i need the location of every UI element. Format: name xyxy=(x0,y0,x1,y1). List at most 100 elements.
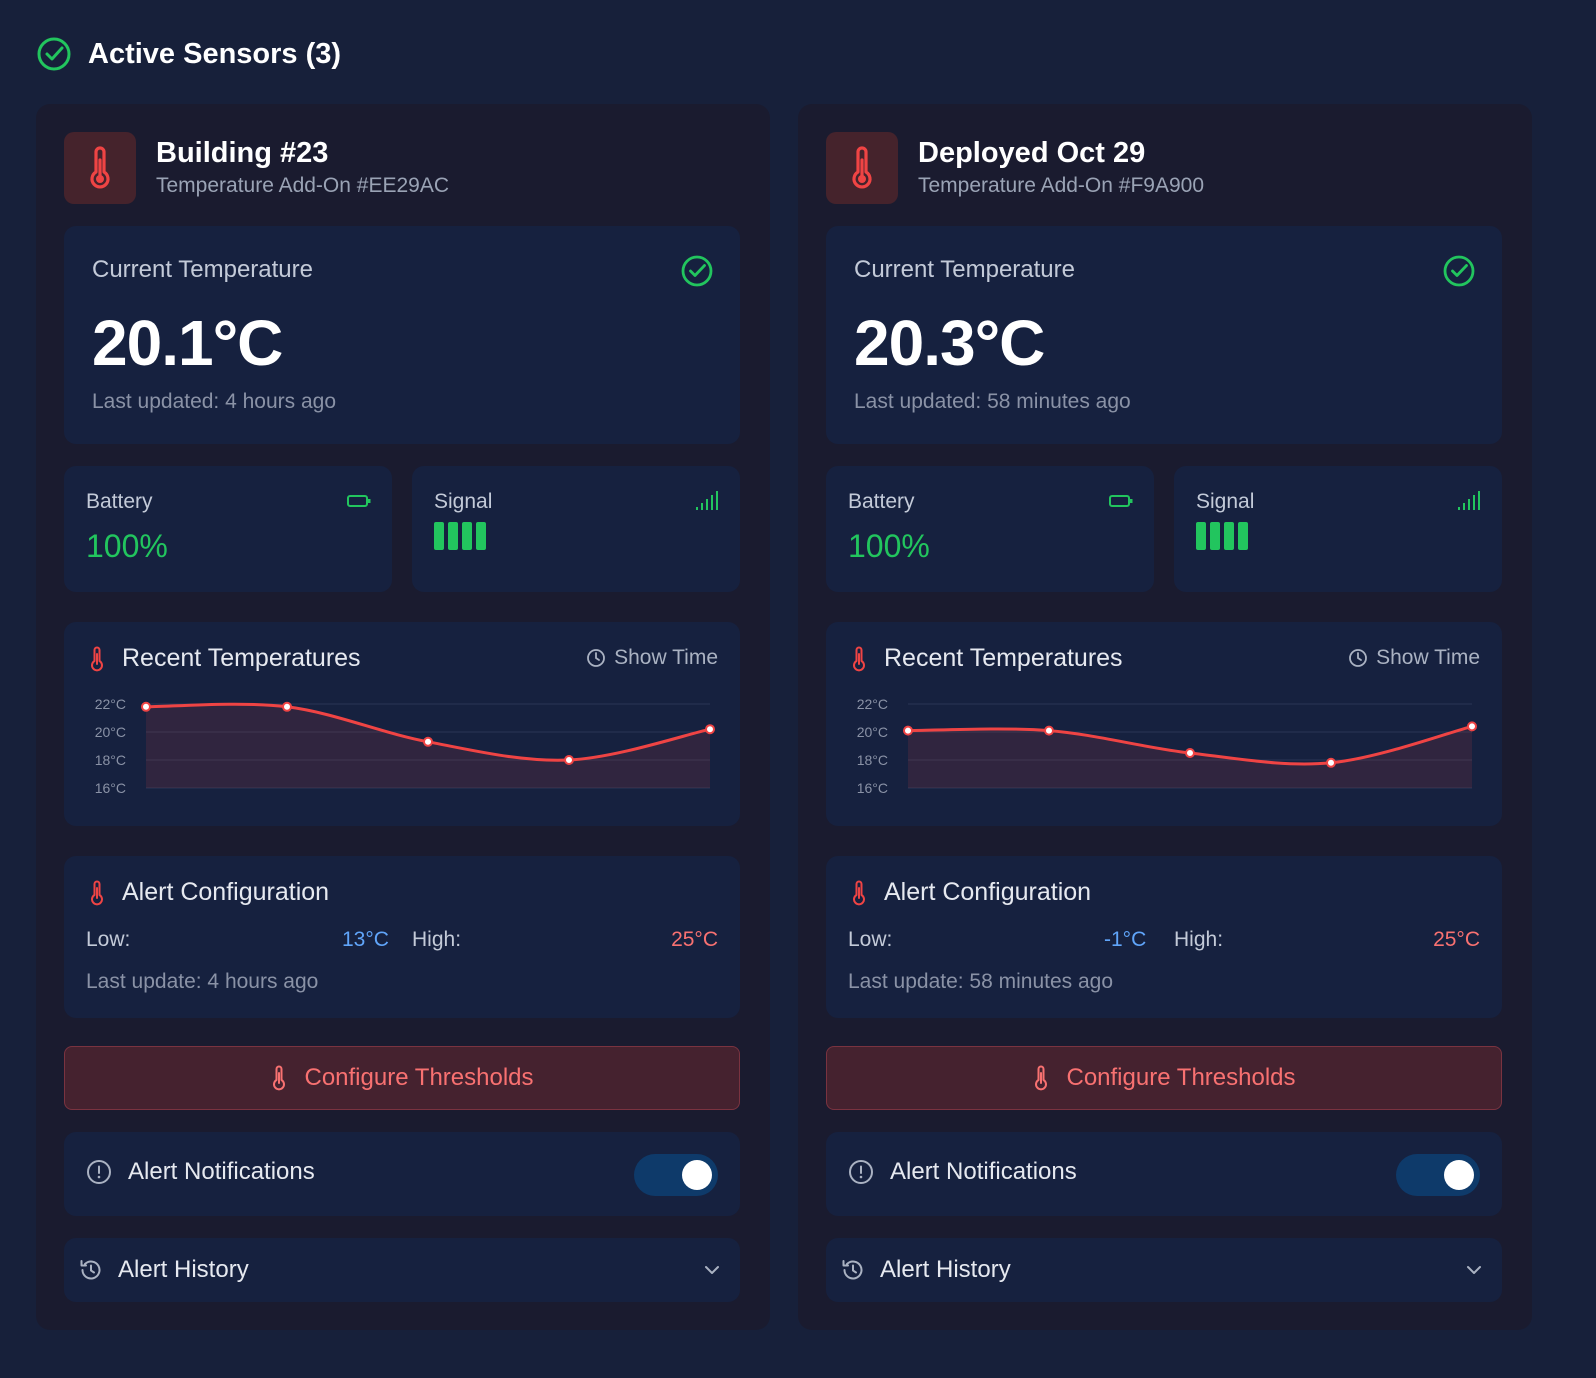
signal-bar xyxy=(476,522,486,550)
section-title: Active Sensors (3) xyxy=(88,37,342,70)
chart-title: Recent Temperatures xyxy=(122,644,361,672)
temperature-point xyxy=(1467,721,1477,732)
configure-thresholds-button[interactable]: Configure Thresholds xyxy=(64,1046,740,1110)
temperature-chart: 22°C 20°C 18°C 16°C xyxy=(857,696,1477,796)
battery-panel: Battery 100% xyxy=(826,466,1154,592)
current-temperature-panel: Current Temperature 20.3°C Last updated:… xyxy=(826,226,1502,444)
temperature-point xyxy=(423,736,433,747)
signal-bar xyxy=(434,522,444,550)
current-temperature-panel: Current Temperature 20.1°C Last updated:… xyxy=(64,226,740,444)
chart-title: Recent Temperatures xyxy=(884,644,1123,672)
temperature-point xyxy=(564,755,574,765)
clock-icon xyxy=(1349,649,1368,667)
battery-icon xyxy=(1109,495,1133,507)
thermometer-icon xyxy=(853,880,865,905)
temperature-point xyxy=(282,701,292,712)
clock-icon xyxy=(587,649,606,667)
alert-notifications-panel: Alert Notifications xyxy=(826,1132,1502,1216)
thermometer-icon xyxy=(273,1065,286,1091)
alert-circle-icon xyxy=(87,1160,111,1184)
configure-thresholds-label: Configure Thresholds xyxy=(304,1064,534,1091)
signal-bar xyxy=(1238,522,1248,550)
last-updated: Last updated: 4 hours ago xyxy=(92,390,337,413)
check-circle-icon xyxy=(681,255,713,287)
alert-history-accordion[interactable]: Alert History xyxy=(826,1238,1502,1302)
threshold-row: Low: -1°C High: 25°C xyxy=(848,928,1480,958)
y-tick-label: 16°C xyxy=(857,780,888,796)
threshold-row: Low: 13°C High: 25°C xyxy=(86,928,718,958)
show-time-button[interactable]: Show Time xyxy=(586,646,718,670)
current-temperature-label: Current Temperature xyxy=(92,256,313,283)
alert-notifications-panel: Alert Notifications xyxy=(64,1132,740,1216)
sensor-name: Deployed Oct 29 xyxy=(918,137,1146,169)
thermometer-icon xyxy=(1035,1065,1048,1091)
high-label: High: xyxy=(1174,928,1224,951)
battery-icon xyxy=(347,495,371,507)
alert-last-update: Last update: 4 hours ago xyxy=(86,970,319,993)
show-time-label: Show Time xyxy=(1376,646,1480,669)
alert-configuration-title: Alert Configuration xyxy=(122,878,330,906)
alert-notifications-toggle[interactable] xyxy=(634,1154,718,1196)
section-header: Active Sensors (3) xyxy=(36,36,341,72)
check-circle-icon xyxy=(1443,255,1475,287)
alert-notifications-toggle[interactable] xyxy=(1396,1154,1480,1196)
chevron-down-icon xyxy=(1467,1266,1481,1274)
alert-history-label: Alert History xyxy=(118,1256,249,1283)
alert-notifications-label: Alert Notifications xyxy=(890,1158,1077,1185)
signal-strength-icon xyxy=(696,491,718,510)
signal-bars xyxy=(434,522,486,550)
sensor-card: Building #23 Temperature Add-On #EE29AC … xyxy=(36,104,770,1330)
alert-circle-icon xyxy=(849,1160,873,1184)
toggle-knob xyxy=(1444,1160,1474,1190)
signal-panel: Signal xyxy=(412,466,740,592)
show-time-label: Show Time xyxy=(614,646,718,669)
alert-last-update: Last update: 58 minutes ago xyxy=(848,970,1114,993)
signal-label: Signal xyxy=(434,490,493,513)
signal-bar xyxy=(1224,522,1234,550)
signal-panel: Signal xyxy=(1174,466,1502,592)
alert-configuration-panel: Alert Configuration Low: 13°C High: 25°C… xyxy=(64,856,740,1018)
y-tick-label: 18°C xyxy=(857,752,888,768)
temperature-point xyxy=(141,701,151,712)
signal-label: Signal xyxy=(1196,490,1255,513)
signal-bars xyxy=(1196,522,1248,550)
thermometer-badge xyxy=(64,132,136,204)
high-threshold-value: 25°C xyxy=(671,928,718,951)
high-label: High: xyxy=(412,928,462,951)
battery-value: 100% xyxy=(86,528,168,564)
alert-history-label: Alert History xyxy=(880,1256,1011,1283)
signal-bar xyxy=(448,522,458,550)
history-icon xyxy=(842,1260,863,1280)
temperature-point xyxy=(1044,725,1054,736)
signal-bar xyxy=(1210,522,1220,550)
show-time-button[interactable]: Show Time xyxy=(1348,646,1480,670)
alert-configuration-title: Alert Configuration xyxy=(884,878,1092,906)
temperature-chart: 22°C 20°C 18°C 16°C xyxy=(95,696,715,796)
signal-bar xyxy=(462,522,472,550)
configure-thresholds-button[interactable]: Configure Thresholds xyxy=(826,1046,1502,1110)
y-tick-label: 18°C xyxy=(95,752,126,768)
low-threshold-value: -1°C xyxy=(1104,928,1147,951)
current-temperature-value: 20.1°C xyxy=(92,307,283,379)
y-tick-label: 22°C xyxy=(95,696,126,712)
battery-value: 100% xyxy=(848,528,930,564)
sensor-name: Building #23 xyxy=(156,137,329,169)
sensor-subtitle: Temperature Add-On #F9A900 xyxy=(918,174,1205,197)
signal-bar xyxy=(1196,522,1206,550)
configure-thresholds-label: Configure Thresholds xyxy=(1066,1064,1296,1091)
high-threshold-value: 25°C xyxy=(1433,928,1480,951)
y-tick-label: 20°C xyxy=(857,724,888,740)
battery-panel: Battery 100% xyxy=(64,466,392,592)
y-tick-label: 22°C xyxy=(857,696,888,712)
low-label: Low: xyxy=(848,928,893,951)
thermometer-badge xyxy=(826,132,898,204)
card-header: Building #23 Temperature Add-On #EE29AC xyxy=(64,132,449,204)
thermometer-icon xyxy=(852,146,872,189)
thermometer-icon xyxy=(91,646,103,671)
sensor-card: Deployed Oct 29 Temperature Add-On #F9A9… xyxy=(798,104,1532,1330)
alert-history-accordion[interactable]: Alert History xyxy=(64,1238,740,1302)
toggle-knob xyxy=(682,1160,712,1190)
temperature-point xyxy=(705,724,715,735)
history-icon xyxy=(80,1260,101,1280)
y-tick-label: 20°C xyxy=(95,724,126,740)
